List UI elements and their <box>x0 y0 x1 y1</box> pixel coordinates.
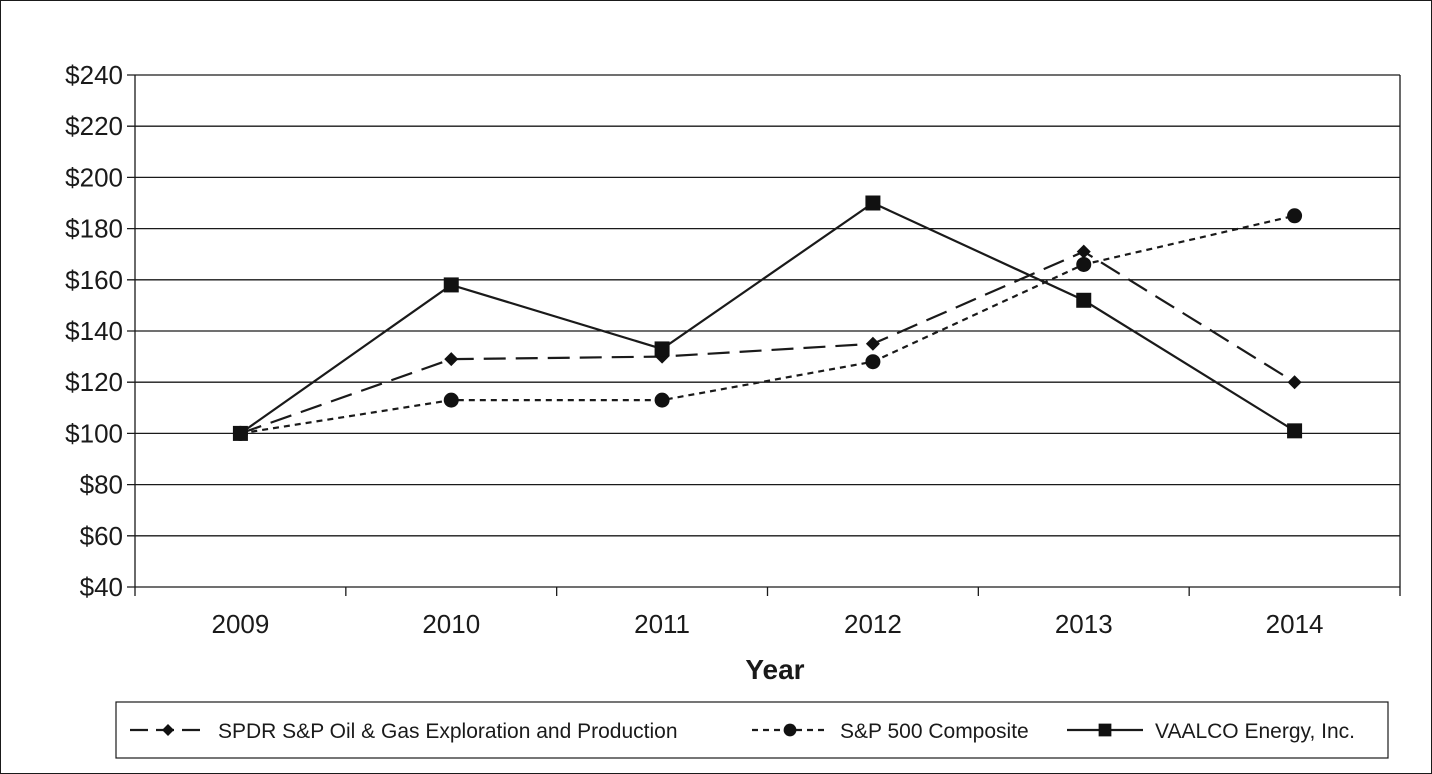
series-line-square <box>239 201 1296 435</box>
y-tick-label-100: $100 <box>65 418 123 448</box>
data-point-circle-2010 <box>443 392 459 408</box>
y-tick-label-220: $220 <box>65 111 123 141</box>
y-tick-label-60: $60 <box>80 521 123 551</box>
x-tick-label-2010: 2010 <box>422 609 480 639</box>
data-point-square-2011 <box>654 341 670 357</box>
legend: SPDR S&P Oil & Gas Exploration and Produ… <box>115 701 1389 759</box>
y-tick-label-140: $140 <box>65 316 123 346</box>
x-tick-label-2009: 2009 <box>211 609 269 639</box>
series-diamond <box>233 244 1302 441</box>
data-point-square-2014 <box>1287 423 1303 439</box>
data-point-square-2010 <box>443 277 459 293</box>
data-point-diamond-2013 <box>1076 244 1091 259</box>
legend-label-square: VAALCO Energy, Inc. <box>1155 720 1355 743</box>
series-layer <box>232 195 1303 441</box>
y-tick-label-80: $80 <box>80 470 123 500</box>
x-tick-label-2014: 2014 <box>1266 609 1324 639</box>
x-axis: 2009 2010 2011 2012 2013 2014 <box>134 75 1401 639</box>
y-tick-label-200: $200 <box>65 162 123 192</box>
gridlines <box>127 74 1400 588</box>
legend-item-circle: S&P 500 Composite <box>752 720 1029 743</box>
legend-marker-square <box>1098 723 1112 737</box>
data-point-circle-2011 <box>654 392 670 408</box>
x-tick-label-2011: 2011 <box>634 609 690 639</box>
data-point-diamond-2010 <box>444 352 459 367</box>
legend-marker-diamond <box>162 724 174 736</box>
series-line-circle <box>240 214 1295 435</box>
x-tick-label-2012: 2012 <box>844 609 902 639</box>
legend-marker-circle <box>783 723 797 737</box>
series-line-diamond <box>240 250 1296 435</box>
series-square <box>232 195 1303 441</box>
data-point-diamond-2012 <box>865 336 880 351</box>
y-tick-label-160: $160 <box>65 265 123 295</box>
data-point-square-2009 <box>232 425 248 441</box>
legend-item-square: VAALCO Energy, Inc. <box>1067 720 1355 743</box>
legend-label-diamond: SPDR S&P Oil & Gas Exploration and Produ… <box>218 720 678 743</box>
x-tick-label-2013: 2013 <box>1055 609 1113 639</box>
x-axis-title: Year <box>745 654 804 685</box>
y-tick-label-240: $240 <box>65 60 123 90</box>
y-axis-tick-labels: $40 $60 $80 $100 $120 $140 $160 $180 $200 $220 $24… <box>65 60 123 602</box>
data-point-square-2012 <box>865 195 881 211</box>
data-point-diamond-2014 <box>1287 375 1302 390</box>
y-tick-label-120: $120 <box>65 367 123 397</box>
data-point-circle-2012 <box>865 354 881 370</box>
data-point-square-2013 <box>1076 292 1092 308</box>
legend-label-circle: S&P 500 Composite <box>840 720 1029 743</box>
y-tick-label-180: $180 <box>65 214 123 244</box>
data-point-circle-2013 <box>1076 256 1092 272</box>
data-point-circle-2014 <box>1287 208 1303 224</box>
legend-item-diamond: SPDR S&P Oil & Gas Exploration and Produ… <box>130 720 678 743</box>
y-tick-label-40: $40 <box>80 572 123 602</box>
